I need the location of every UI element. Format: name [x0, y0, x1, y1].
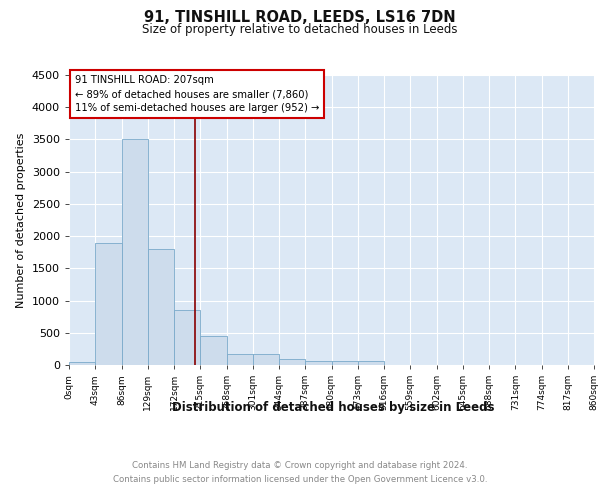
Text: Contains HM Land Registry data © Crown copyright and database right 2024.: Contains HM Land Registry data © Crown c…	[132, 462, 468, 470]
Text: Distribution of detached houses by size in Leeds: Distribution of detached houses by size …	[172, 401, 494, 414]
Bar	[358, 362, 384, 365]
Text: Size of property relative to detached houses in Leeds: Size of property relative to detached ho…	[142, 24, 458, 36]
Text: 91, TINSHILL ROAD, LEEDS, LS16 7DN: 91, TINSHILL ROAD, LEEDS, LS16 7DN	[144, 10, 456, 25]
Bar	[279, 358, 305, 365]
Bar	[305, 361, 331, 365]
Bar	[200, 336, 227, 365]
Text: Contains public sector information licensed under the Open Government Licence v3: Contains public sector information licen…	[113, 474, 487, 484]
Bar	[331, 362, 358, 365]
Bar	[69, 362, 95, 365]
Text: 91 TINSHILL ROAD: 207sqm
← 89% of detached houses are smaller (7,860)
11% of sem: 91 TINSHILL ROAD: 207sqm ← 89% of detach…	[75, 76, 319, 114]
Bar	[253, 354, 279, 365]
Bar	[121, 140, 148, 365]
Bar	[227, 354, 253, 365]
Bar	[148, 249, 174, 365]
Bar	[174, 310, 200, 365]
Bar	[95, 242, 121, 365]
Y-axis label: Number of detached properties: Number of detached properties	[16, 132, 26, 308]
